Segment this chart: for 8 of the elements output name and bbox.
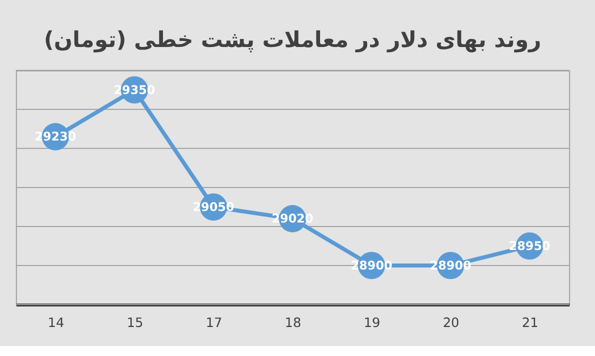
x-tick-label: 18 [284,316,302,331]
chart-title: روند بهای دلار در معاملات پشت خطی (تومان) [44,28,542,53]
x-tick-label: 19 [364,316,380,331]
x-tick-label: 14 [48,316,64,331]
x-tick-label: 20 [442,316,460,331]
x-tick-label: 21 [522,316,538,331]
x-tick-label: 17 [206,316,222,331]
x-tick-label: 15 [126,316,144,331]
